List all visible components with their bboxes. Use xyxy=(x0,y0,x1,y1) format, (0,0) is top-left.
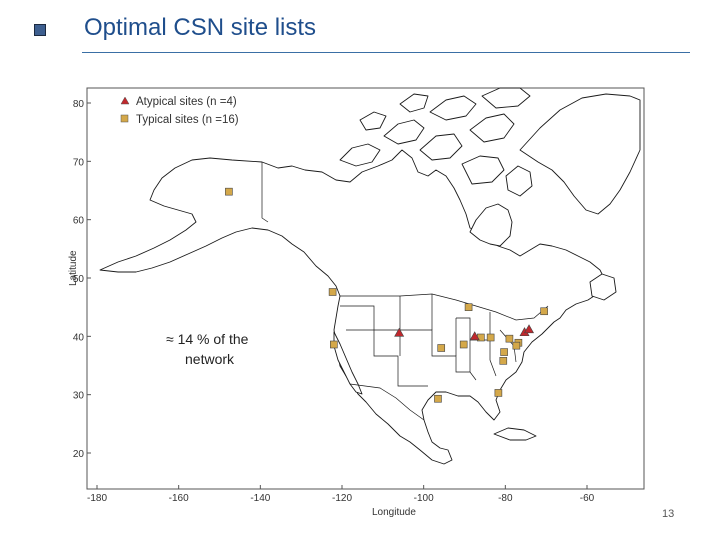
typical-site-marker xyxy=(464,303,473,311)
typical-site-marker xyxy=(330,340,338,349)
x-tick-label: -180 xyxy=(87,493,107,504)
typical-site-marker xyxy=(437,344,446,352)
y-tick-label: 30 xyxy=(73,391,85,402)
atypical-site-marker xyxy=(524,324,535,334)
y-tick-label: 60 xyxy=(73,216,85,227)
title-divider xyxy=(82,52,690,53)
political-boundaries xyxy=(261,162,549,421)
legend: Atypical sites (n =4) Typical sites (n =… xyxy=(120,96,239,126)
x-tick-label: -100 xyxy=(414,493,434,504)
x-tick-label: -80 xyxy=(498,493,513,504)
legend-typical-marker xyxy=(120,114,129,123)
x-tick-label: -120 xyxy=(332,493,352,504)
typical-site-marker xyxy=(499,357,508,365)
title-bullet-icon xyxy=(34,24,46,36)
x-tick-label: -160 xyxy=(169,493,189,504)
page-number: 13 xyxy=(662,508,675,520)
typical-site-marker xyxy=(225,187,233,196)
y-tick-label: 50 xyxy=(73,274,85,285)
x-tick-label: -140 xyxy=(250,493,270,504)
y-axis: 80 70 60 50 40 30 20 xyxy=(73,99,91,460)
plot-frame xyxy=(86,87,645,490)
y-tick-label: 70 xyxy=(73,157,85,168)
x-axis: -180 -160 -140 -120 -100 -80 -60 xyxy=(87,485,595,504)
legend-atypical-marker xyxy=(120,96,130,105)
y-tick-label: 80 xyxy=(73,99,85,110)
typical-site-marker xyxy=(494,389,503,397)
atypical-site-marker xyxy=(469,331,480,341)
north-america-basemap xyxy=(99,87,641,465)
atypical-site-marker xyxy=(394,327,405,337)
y-axis-label: Latitude xyxy=(68,250,79,286)
typical-site-marker xyxy=(434,394,442,403)
legend-typical-label: Typical sites (n =16) xyxy=(136,114,239,126)
network-fraction-annotation-line2: network xyxy=(185,351,235,367)
y-tick-label: 20 xyxy=(73,449,85,460)
typical-site-marker xyxy=(512,341,521,350)
typical-site-marker xyxy=(540,307,548,316)
y-tick-label: 40 xyxy=(73,332,85,343)
network-fraction-annotation-line1: ≈ 14 % of the xyxy=(166,331,249,347)
typical-site-marker xyxy=(459,340,468,349)
site-markers xyxy=(225,187,548,403)
x-tick-label: -60 xyxy=(580,493,595,504)
typical-site-marker xyxy=(328,288,337,296)
legend-atypical-label: Atypical sites (n =4) xyxy=(136,96,237,108)
typical-site-marker xyxy=(505,334,514,343)
x-axis-label: Longitude xyxy=(372,507,416,518)
typical-site-marker xyxy=(486,333,495,342)
typical-site-marker xyxy=(500,348,508,356)
slide-title: Optimal CSN site lists xyxy=(84,14,317,41)
